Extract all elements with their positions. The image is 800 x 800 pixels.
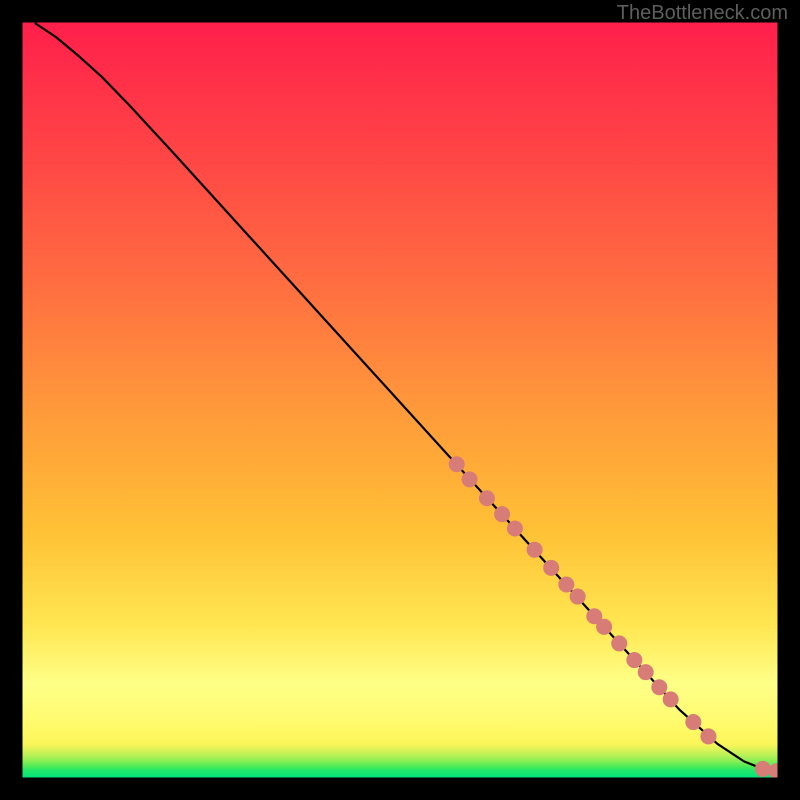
data-marker <box>479 490 495 506</box>
data-marker <box>570 589 586 605</box>
data-marker <box>700 728 716 744</box>
data-marker <box>755 761 771 777</box>
data-marker <box>596 619 612 635</box>
data-marker <box>507 521 523 537</box>
chart-plot-area <box>22 22 778 778</box>
data-marker <box>663 691 679 707</box>
data-marker <box>611 635 627 651</box>
data-marker <box>494 506 510 522</box>
data-marker <box>626 652 642 668</box>
data-marker <box>638 664 654 680</box>
data-marker <box>527 542 543 558</box>
chart-background <box>22 22 778 778</box>
data-marker <box>558 576 574 592</box>
data-marker <box>543 560 559 576</box>
data-marker <box>449 456 465 472</box>
data-marker <box>685 714 701 730</box>
data-marker <box>651 679 667 695</box>
bottleneck-chart <box>22 22 778 778</box>
data-marker <box>462 471 478 487</box>
